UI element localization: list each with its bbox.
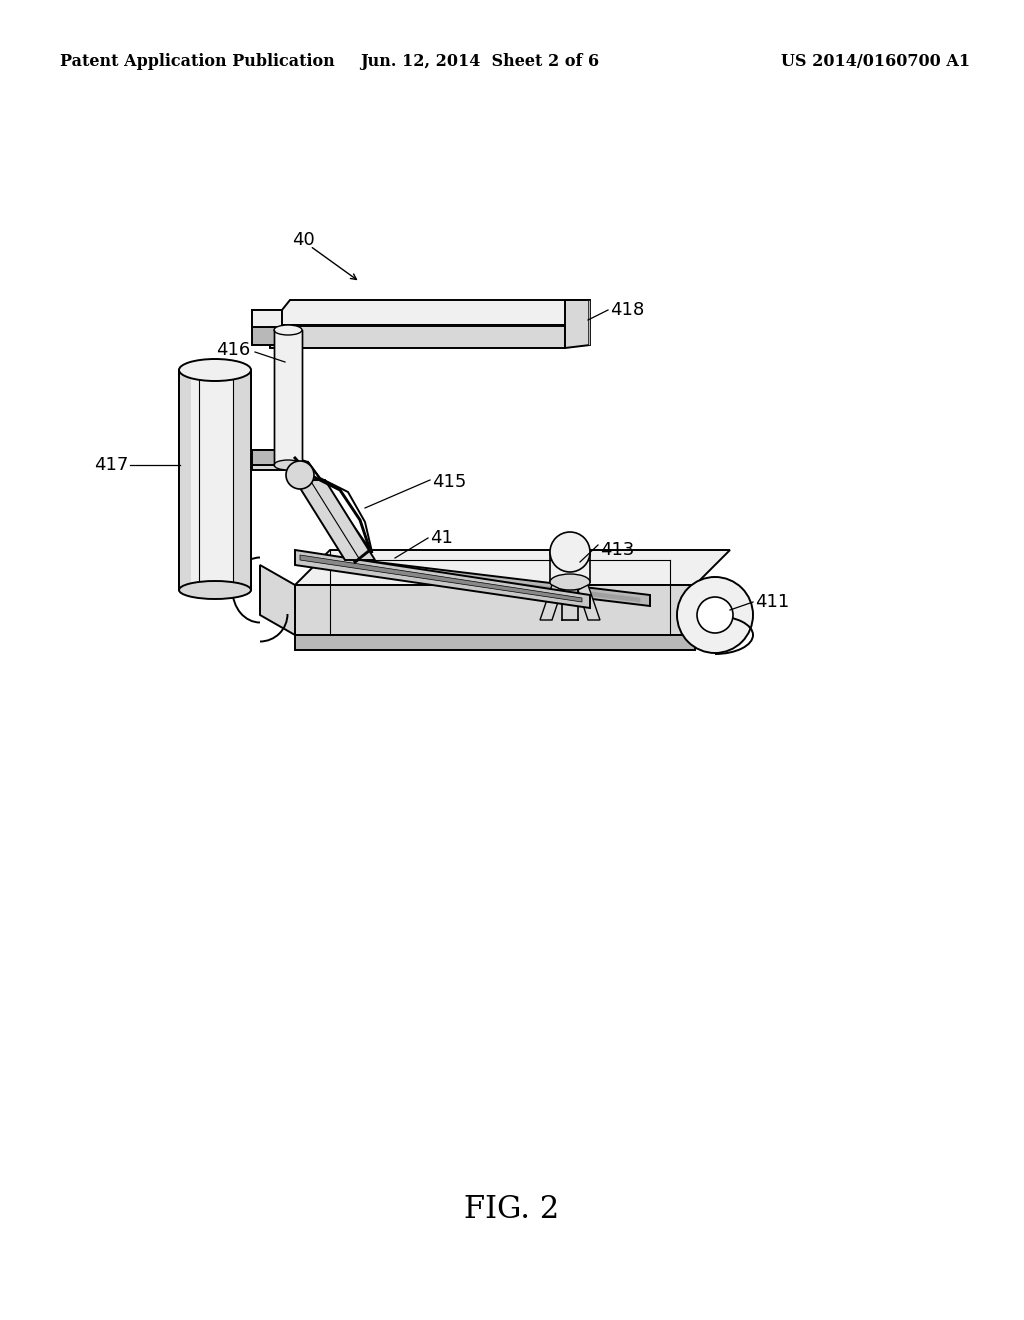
Polygon shape [270, 300, 590, 325]
Polygon shape [274, 330, 302, 465]
Polygon shape [179, 370, 191, 590]
Text: FIG. 2: FIG. 2 [464, 1195, 560, 1225]
Polygon shape [179, 370, 251, 590]
Text: 416: 416 [216, 341, 250, 359]
Circle shape [677, 577, 753, 653]
Text: Jun. 12, 2014  Sheet 2 of 6: Jun. 12, 2014 Sheet 2 of 6 [360, 54, 600, 70]
Text: 415: 415 [432, 473, 466, 491]
Ellipse shape [550, 574, 590, 590]
Polygon shape [295, 550, 590, 609]
Ellipse shape [274, 325, 302, 335]
Ellipse shape [274, 459, 302, 470]
Text: 413: 413 [600, 541, 635, 558]
Text: 417: 417 [93, 455, 128, 474]
Text: US 2014/0160700 A1: US 2014/0160700 A1 [781, 54, 970, 70]
Polygon shape [578, 585, 600, 620]
Text: 41: 41 [430, 529, 453, 546]
Polygon shape [295, 550, 730, 585]
Polygon shape [252, 450, 295, 470]
Polygon shape [565, 300, 590, 348]
Polygon shape [252, 310, 282, 327]
Circle shape [286, 461, 314, 488]
Polygon shape [252, 310, 280, 327]
Polygon shape [295, 458, 372, 562]
Polygon shape [280, 327, 295, 458]
Polygon shape [540, 585, 562, 620]
Ellipse shape [179, 581, 251, 599]
Polygon shape [295, 480, 375, 560]
Polygon shape [252, 327, 295, 345]
Polygon shape [295, 635, 695, 649]
Text: Patent Application Publication: Patent Application Publication [60, 54, 335, 70]
Ellipse shape [179, 359, 251, 381]
Polygon shape [252, 450, 295, 465]
Polygon shape [270, 325, 565, 348]
Polygon shape [295, 585, 695, 635]
Polygon shape [300, 554, 582, 602]
Polygon shape [310, 554, 650, 606]
Polygon shape [588, 300, 590, 345]
Text: 40: 40 [292, 231, 314, 249]
Polygon shape [233, 370, 251, 590]
Polygon shape [315, 558, 640, 602]
Text: 418: 418 [610, 301, 644, 319]
Polygon shape [260, 565, 295, 635]
Text: 411: 411 [755, 593, 790, 611]
Circle shape [697, 597, 733, 634]
Circle shape [550, 532, 590, 572]
